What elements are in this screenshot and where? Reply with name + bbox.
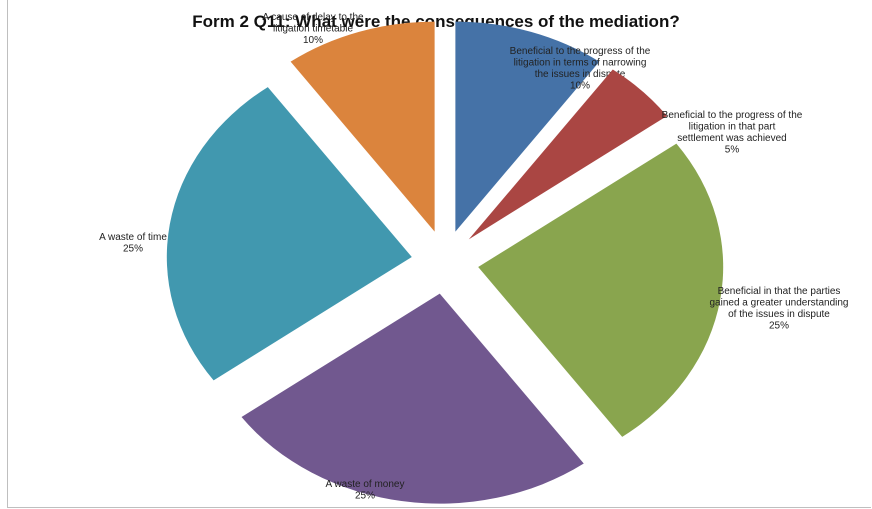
slice-label-line: A cause of delay to the (262, 12, 364, 23)
pie-slice-1 (455, 21, 600, 232)
slice-label-line: litigation timetable (273, 24, 353, 35)
slice-label-2: Beneficial to the progress of the litigat… (662, 110, 803, 156)
pie-slice-2 (468, 69, 667, 240)
slice-value-label: 10% (570, 81, 590, 92)
chart-title: Form 2 Q11: What were the consequences o… (192, 12, 680, 31)
slice-label-line: of the issues in dispute (728, 309, 830, 320)
slice-label-1: Beneficial to the progress of the litigat… (510, 46, 651, 92)
pie-slice-4 (241, 293, 584, 504)
pie-slice-6 (290, 21, 435, 232)
slice-label-line: Beneficial in that the parties (718, 286, 841, 297)
slice-label-line: A waste of money (326, 479, 405, 490)
pie-slice-5 (166, 87, 412, 381)
slice-value-label: 25% (769, 321, 789, 332)
slice-label-line: A waste of time (99, 232, 167, 243)
slice-value-label: 25% (123, 244, 143, 255)
slice-label-line: the issues in dispute (535, 69, 626, 80)
slice-label-line: litigation in terms of narrowing (514, 58, 647, 69)
slice-label-line: gained a greater understanding (710, 298, 849, 309)
chart-frame (7, 0, 871, 508)
slice-label-line: Beneficial to the progress of the (662, 110, 803, 121)
slice-label-6: A cause of delay to the litigation timeta… (262, 12, 364, 46)
slice-value-label: 10% (303, 35, 323, 46)
slice-value-label: 5% (725, 145, 740, 156)
slice-label-3: Beneficial in that the parties gained a g… (710, 286, 849, 332)
slice-label-line: litigation in that part (689, 122, 776, 133)
slice-label-5: A waste of time 25% (99, 232, 167, 255)
slice-label-line: Beneficial to the progress of the (510, 46, 651, 57)
slice-value-label: 25% (355, 491, 375, 502)
slice-label-4: A waste of money 25% (326, 479, 405, 502)
slice-label-line: settlement was achieved (677, 133, 787, 144)
pie-slice-3 (478, 143, 724, 437)
